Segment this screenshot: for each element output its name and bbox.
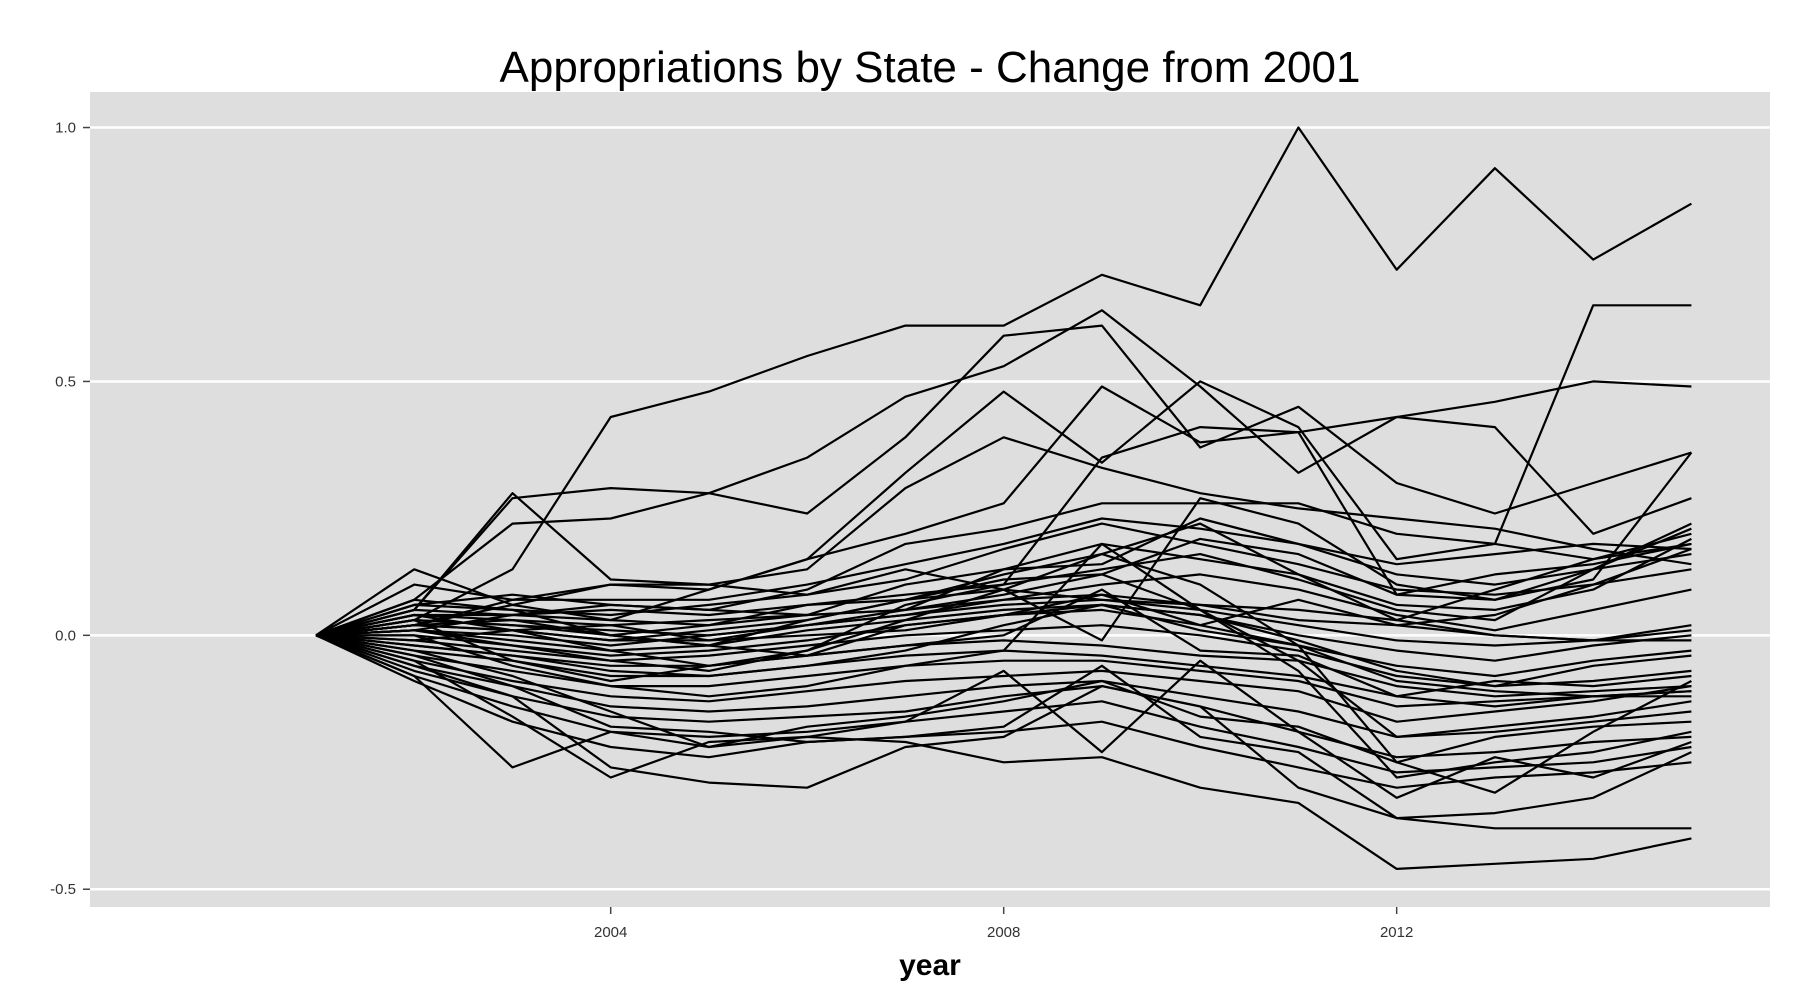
y-tick-label: 1.0 (55, 120, 76, 137)
y-tick-label: -0.5 (50, 881, 76, 898)
series-line (315, 517, 1692, 637)
y-tick-label: 0.0 (55, 627, 76, 644)
plot-panel (90, 92, 1770, 907)
series-line (315, 603, 1692, 688)
axes: -0.5 0.0 0.5 1.0 2004 2008 2012 (50, 120, 1413, 941)
series-line (315, 385, 1692, 637)
series-line (315, 634, 1692, 739)
x-axis-label: year (899, 949, 961, 982)
series-line (315, 634, 1692, 871)
series-line (315, 324, 1692, 637)
series-line (315, 304, 1692, 637)
x-tick-label: 2008 (987, 924, 1020, 941)
series-line (315, 522, 1692, 637)
series-line (315, 126, 1692, 637)
series-line (315, 624, 1692, 688)
x-tick-label: 2012 (1380, 924, 1413, 941)
series-line (315, 634, 1692, 708)
series-line (315, 634, 1692, 759)
series-line (315, 634, 1692, 774)
series-line (315, 588, 1692, 698)
series-line (315, 634, 1692, 764)
series-line (315, 598, 1692, 647)
series-line (315, 436, 1692, 637)
chart-title: Appropriations by State - Change from 20… (500, 43, 1361, 92)
series-lines (315, 126, 1693, 871)
x-tick-label: 2004 (594, 924, 627, 941)
series-line (315, 593, 1692, 642)
series-line (315, 634, 1692, 830)
series-line (316, 542, 1692, 739)
series-line (315, 634, 1692, 789)
series-line (315, 603, 1692, 662)
series-line (315, 537, 1692, 637)
series-line (315, 634, 1692, 799)
series-line (315, 634, 1692, 698)
series-line (315, 573, 1692, 779)
series-line (315, 426, 1693, 673)
series-line (315, 603, 1692, 698)
series-line (315, 634, 1692, 820)
series-line (315, 634, 1692, 723)
y-tick-label: 0.5 (55, 373, 76, 390)
series-line (315, 552, 1692, 794)
